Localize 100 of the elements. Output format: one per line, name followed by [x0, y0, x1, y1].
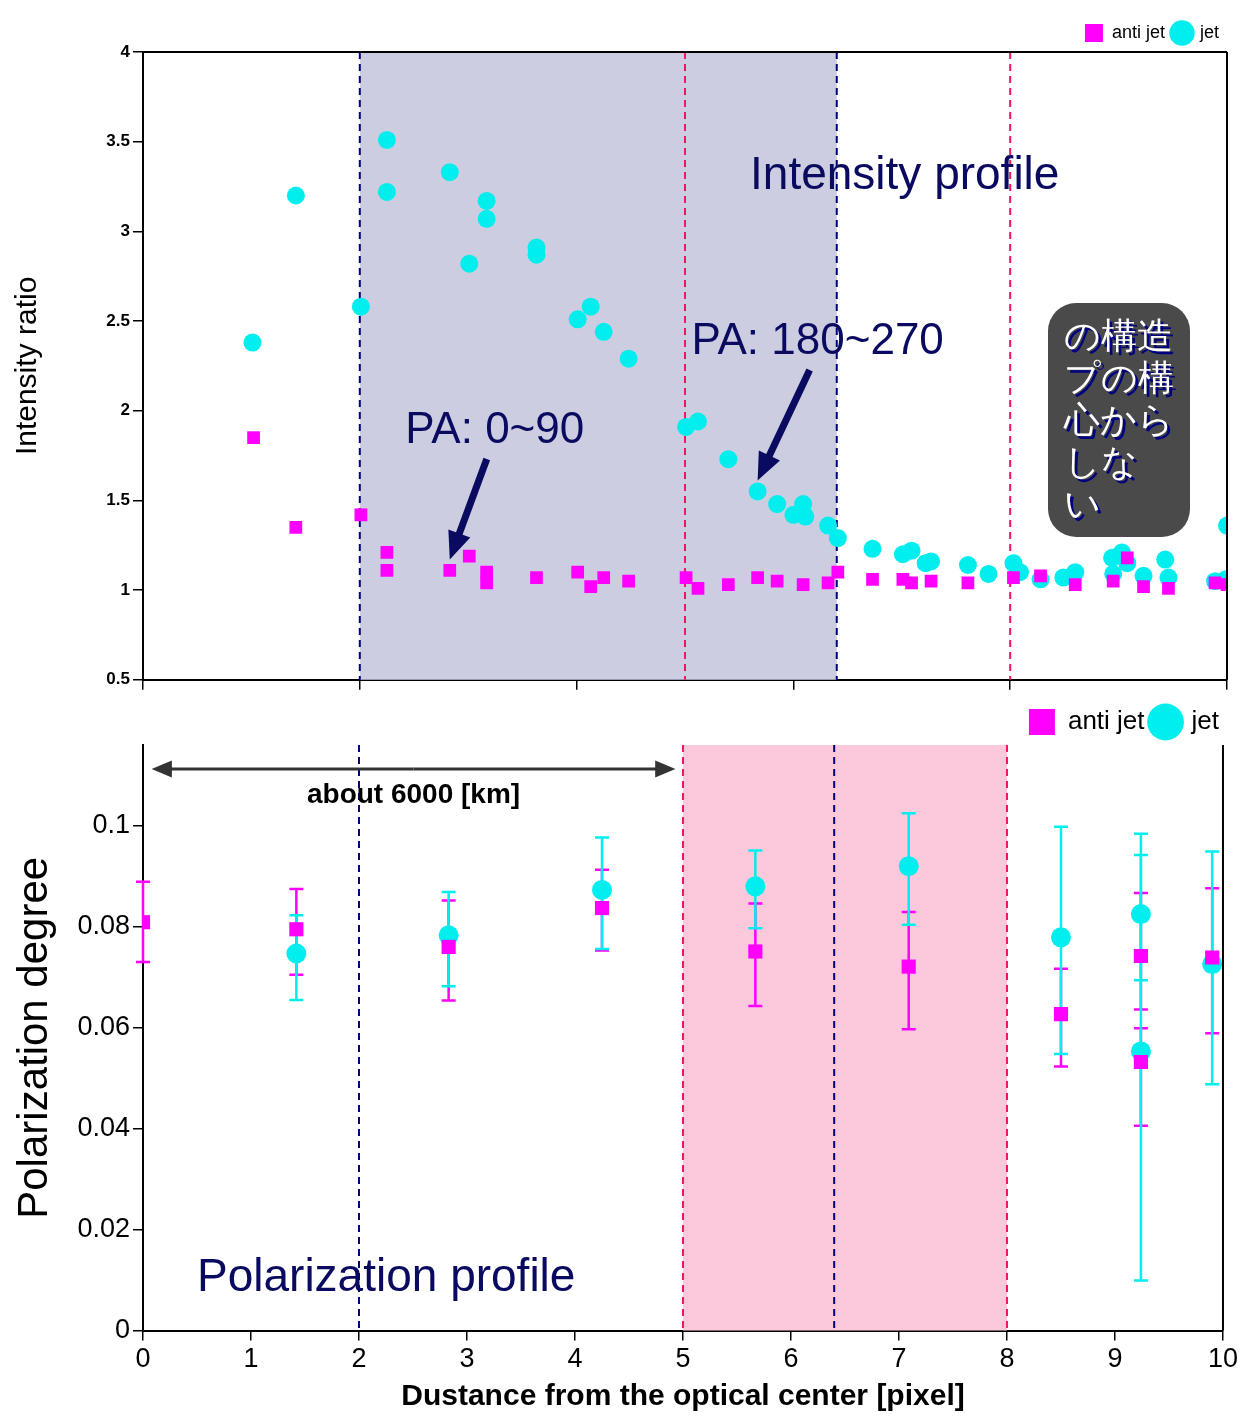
y-tick-label: 0.04 — [77, 1112, 130, 1143]
x-tick-label: 3 — [459, 1343, 475, 1374]
legend-label: jet — [1198, 21, 1219, 42]
point — [1133, 948, 1148, 964]
point — [1133, 1054, 1148, 1070]
point — [924, 574, 938, 588]
point — [905, 576, 918, 590]
point — [594, 322, 613, 341]
point — [441, 939, 456, 954]
y-tick-label: 4 — [120, 41, 131, 61]
y-tick-label: 2 — [120, 400, 130, 420]
point — [796, 578, 810, 592]
point — [243, 333, 262, 352]
y-tick-label: 1 — [120, 579, 130, 599]
y-tick-label: 0 — [114, 1314, 130, 1345]
point — [722, 578, 735, 592]
x-tick-label: 9 — [1107, 1343, 1123, 1374]
point — [768, 495, 787, 514]
x-tick-label: 1 — [243, 1343, 259, 1374]
x-tick-label: 10 — [1207, 1343, 1239, 1374]
point — [377, 182, 396, 201]
y-tick-label: 0.08 — [77, 910, 130, 941]
point — [1053, 1007, 1069, 1022]
point — [1130, 904, 1151, 925]
point — [622, 574, 635, 588]
point — [462, 549, 476, 563]
point — [1137, 580, 1150, 593]
point — [796, 507, 815, 526]
point — [584, 580, 598, 593]
point — [770, 574, 784, 588]
point — [831, 565, 845, 579]
y-tick-label: 0.06 — [77, 1011, 130, 1042]
point — [581, 297, 600, 316]
annotation: PA: 0~90 — [405, 402, 585, 452]
x-axis-title: Dustance from the optical center [pixel] — [401, 1378, 965, 1412]
point — [748, 944, 763, 959]
x-tick-label: 2 — [351, 1343, 367, 1374]
point — [594, 900, 610, 916]
point — [351, 297, 370, 316]
point — [719, 450, 738, 469]
point — [597, 571, 611, 584]
annotation: about 6000 [km] — [306, 777, 521, 809]
point — [619, 349, 638, 368]
point — [591, 879, 612, 900]
annotation: Intensity profile — [750, 146, 1060, 199]
y-axis-title: Intensity ratio — [9, 276, 43, 456]
point — [902, 541, 921, 560]
y-tick-label: 0.5 — [106, 669, 130, 689]
speech-bubble: の構造プの構心からしない — [1048, 303, 1190, 537]
y-tick-label: 0.02 — [77, 1213, 130, 1244]
point — [748, 482, 767, 501]
point — [477, 191, 496, 210]
point — [689, 412, 708, 431]
legend-label: anti jet — [1067, 705, 1146, 736]
point — [866, 572, 879, 586]
point — [380, 546, 394, 559]
point — [819, 516, 838, 535]
y-tick-label: 0.1 — [92, 809, 130, 840]
y-tick-label: 3.5 — [106, 131, 130, 151]
point — [377, 130, 396, 149]
point — [530, 571, 543, 584]
point — [568, 310, 587, 329]
point — [691, 581, 705, 595]
annotation: Polarization profile — [197, 1249, 576, 1302]
point — [828, 529, 847, 548]
point — [1068, 578, 1082, 592]
point — [289, 520, 303, 534]
point — [679, 571, 693, 584]
x-tick-label: 5 — [675, 1343, 691, 1374]
point — [286, 186, 305, 205]
point — [380, 564, 394, 577]
point — [898, 856, 919, 877]
y-axis-title: Polarization degree — [8, 856, 56, 1219]
point — [460, 254, 479, 273]
point — [286, 943, 307, 964]
point — [979, 564, 998, 583]
x-tick-label: 8 — [999, 1343, 1015, 1374]
point — [1050, 927, 1071, 948]
annotation: PA: 180~270 — [691, 313, 944, 363]
point — [1162, 581, 1175, 595]
x-tick-label: 7 — [891, 1343, 907, 1374]
point — [354, 508, 368, 522]
point — [958, 556, 977, 574]
y-tick-label: 1.5 — [106, 490, 130, 510]
point — [289, 922, 304, 937]
point — [745, 876, 766, 897]
point — [571, 565, 585, 579]
point — [901, 959, 916, 974]
point — [480, 576, 493, 590]
point — [751, 571, 764, 584]
y-tick-label: 3 — [120, 221, 130, 241]
y-tick-label: 2.5 — [106, 310, 130, 330]
x-tick-label: 6 — [783, 1343, 799, 1374]
x-tick-label: 4 — [567, 1343, 583, 1374]
point — [440, 163, 459, 182]
point — [863, 539, 882, 558]
legend-label: jet — [1190, 705, 1220, 736]
legend-label: anti jet — [1111, 21, 1165, 42]
point — [1106, 574, 1120, 588]
point — [443, 564, 457, 577]
